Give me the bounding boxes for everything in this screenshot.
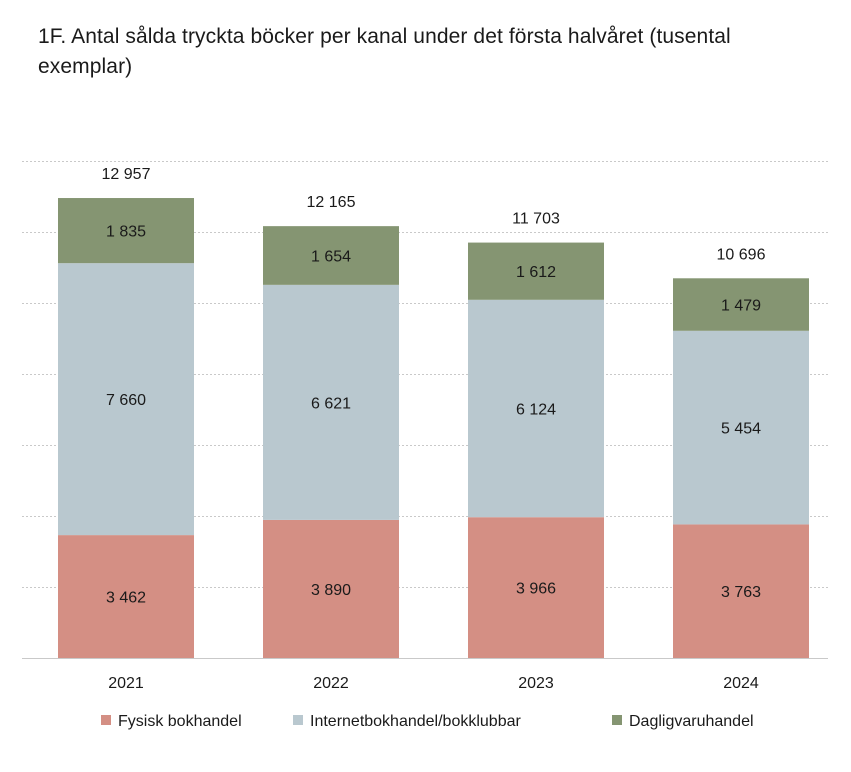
segment-value-label: 5 454	[721, 421, 761, 438]
bar-segment-internetbokhandel-bokklubbar-2022	[263, 284, 399, 520]
bar-segment-fysisk-bokhandel-2023	[468, 517, 604, 658]
bar-segment-fysisk-bokhandel-2021	[58, 535, 194, 658]
segment-value-label: 3 890	[311, 582, 351, 599]
legend-swatch	[612, 715, 622, 725]
x-tick-label: 2022	[313, 675, 349, 692]
legend-item: Fysisk bokhandel	[101, 713, 242, 730]
data-labels: 3 462 7 660 1 835 12 957 3 890 6 621 1 654 12 1…	[102, 166, 766, 607]
segment-value-label: 3 462	[106, 590, 146, 607]
legend-label: Fysisk bokhandel	[118, 713, 242, 730]
bar-segment-fysisk-bokhandel-2022	[263, 519, 399, 658]
bar-total-label: 12 165	[307, 194, 356, 211]
x-axis: 2021 2022 2023 2024	[22, 658, 828, 692]
segment-value-label: 6 621	[311, 395, 351, 412]
legend-item: Internetbokhandel/bokklubbar	[293, 713, 521, 730]
legend-swatch	[101, 715, 111, 725]
bar-segment-internetbokhandel-bokklubbar-2021	[58, 263, 194, 536]
bar-total-label: 11 703	[512, 211, 560, 228]
bar-total-label: 12 957	[102, 166, 151, 183]
x-tick-label: 2024	[723, 675, 759, 692]
bars	[58, 198, 809, 658]
chart-title: 1F. Antal sålda tryckta böcker per kanal…	[38, 25, 731, 78]
bar-segment-internetbokhandel-bokklubbar-2024	[673, 330, 809, 525]
x-tick-label: 2021	[108, 675, 144, 692]
segment-value-label: 1 654	[311, 249, 351, 266]
bar-total-label: 10 696	[717, 246, 766, 263]
legend-label: Internetbokhandel/bokklubbar	[310, 713, 521, 730]
legend-swatch	[293, 715, 303, 725]
segment-value-label: 3 763	[721, 584, 761, 601]
legend-label: Dagligvaruhandel	[629, 713, 754, 730]
segment-value-label: 3 966	[516, 581, 556, 598]
bar-segment-fysisk-bokhandel-2024	[673, 524, 809, 658]
segment-value-label: 1 835	[106, 224, 146, 241]
segment-value-label: 1 612	[516, 264, 556, 281]
bar-segment-dagligvaruhandel-2022	[263, 226, 399, 285]
bar-segment-internetbokhandel-bokklubbar-2023	[468, 299, 604, 518]
segment-value-label: 1 479	[721, 298, 761, 315]
segment-value-label: 7 660	[106, 392, 146, 409]
bar-segment-dagligvaruhandel-2023	[468, 242, 604, 300]
x-tick-label: 2023	[518, 675, 554, 692]
legend-item: Dagligvaruhandel	[612, 713, 754, 730]
segment-value-label: 6 124	[516, 402, 556, 419]
bar-segment-dagligvaruhandel-2021	[58, 198, 194, 264]
bar-segment-dagligvaruhandel-2024	[673, 278, 809, 331]
legend: Fysisk bokhandel Internetbokhandel/bokklu…	[101, 713, 754, 730]
